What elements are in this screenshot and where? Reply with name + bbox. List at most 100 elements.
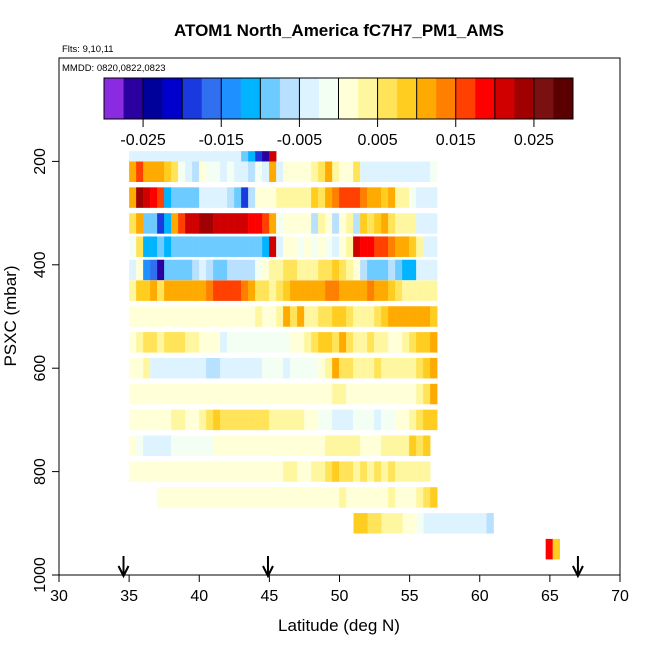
heatmap-cell (423, 487, 431, 508)
heatmap-cell (241, 259, 249, 281)
heatmap-cell (395, 187, 403, 208)
x-tick-label: 70 (611, 588, 629, 605)
heatmap-cell (129, 259, 137, 281)
heatmap-cell (227, 236, 235, 257)
heatmap-cell (220, 487, 228, 508)
x-tick-label: 50 (331, 588, 349, 605)
heatmap-cell (430, 357, 438, 379)
heatmap-cell (248, 383, 256, 405)
heatmap-cell (395, 383, 403, 405)
heatmap-cell (213, 187, 221, 208)
heatmap-cell (290, 306, 298, 327)
heatmap-cell (332, 461, 340, 482)
heatmap-cell (241, 280, 249, 301)
heatmap-cell (374, 435, 382, 456)
heatmap-cell (220, 213, 228, 234)
heatmap-cell (374, 461, 382, 482)
heatmap-cell (276, 383, 284, 405)
y-tick-label: 400 (32, 251, 49, 278)
heatmap-cell (332, 332, 340, 353)
heatmap-cell (157, 213, 165, 234)
heatmap-cell (255, 280, 263, 301)
heatmap-cell (552, 538, 560, 560)
heatmap-cell (346, 280, 354, 301)
heatmap-cell (164, 383, 172, 405)
heatmap-cell (178, 161, 186, 182)
heatmap-cell (283, 357, 291, 379)
heatmap-cell (248, 161, 256, 182)
heatmap-cell (269, 161, 277, 182)
heatmap-cell (164, 461, 172, 482)
heatmap-cell (143, 332, 151, 353)
heatmap-cell (150, 306, 158, 327)
heatmap-cell (213, 151, 221, 172)
heatmap-cell (157, 161, 165, 182)
heatmap-cell (381, 435, 389, 456)
heatmap-cell (283, 161, 291, 182)
y-tick-label: 800 (32, 458, 49, 485)
heatmap-cell (374, 213, 382, 234)
heatmap-cell (192, 461, 200, 482)
heatmap-cell (143, 236, 151, 257)
heatmap-cell (150, 435, 158, 456)
heatmap-cell (332, 306, 340, 327)
heatmap-cell (297, 487, 305, 508)
colorbar-segment (318, 78, 339, 119)
heatmap-cell (430, 332, 438, 353)
heatmap-cell (199, 409, 207, 431)
heatmap-cell (318, 213, 326, 234)
heatmap-cell (409, 306, 417, 327)
heatmap-cell (311, 236, 319, 257)
heatmap-cell (381, 332, 389, 353)
heatmap-cell (311, 306, 319, 327)
heatmap-cell (262, 280, 270, 301)
heatmap-cell (136, 306, 144, 327)
heatmap-cell (339, 461, 347, 482)
heatmap-cell (430, 383, 438, 405)
heatmap-cell (423, 161, 431, 182)
colorbar-tick-label: 0.005 (358, 132, 398, 149)
heatmap-cell (234, 161, 242, 182)
heatmap-cell (353, 280, 361, 301)
heatmap-cell (206, 161, 214, 182)
heatmap-cell (402, 383, 410, 405)
heatmap-cell (171, 236, 179, 257)
heatmap-cell (388, 513, 396, 534)
heatmap-cell (136, 461, 144, 482)
heatmap-cell (395, 487, 403, 508)
heatmap-cell (346, 236, 354, 257)
heatmap-cell (304, 357, 312, 379)
heatmap-cell (150, 259, 158, 281)
heatmap-cell (241, 332, 249, 353)
heatmap-cell (416, 357, 424, 379)
heatmap-cell (332, 487, 340, 508)
heatmap-cell (395, 513, 403, 534)
heatmap-cell (290, 187, 298, 208)
heatmap-cell (178, 151, 186, 172)
heatmap-cell (346, 306, 354, 327)
heatmap-cell (374, 487, 382, 508)
heatmap-cell (178, 409, 186, 431)
flight-markers (117, 556, 584, 579)
heatmap-cell (367, 280, 375, 301)
heatmap-cell (325, 383, 333, 405)
heatmap-cell (213, 259, 221, 281)
heatmap-cell (262, 487, 270, 508)
flight-marker-arrowhead (572, 565, 584, 579)
heatmap-cell (430, 280, 438, 301)
heatmap-cell (269, 151, 277, 172)
heatmap-cell (472, 513, 480, 534)
heatmap-cell (234, 259, 242, 281)
heatmap-cell (409, 280, 417, 301)
heatmap-cell (346, 161, 354, 182)
heatmap-cell (255, 187, 263, 208)
chart-title: ATOM1 North_America fC7H7_PM1_AMS (174, 21, 504, 40)
heatmap-cell (395, 461, 403, 482)
heatmap-cell (381, 513, 389, 534)
heatmap-cell (234, 357, 242, 379)
heatmap-cell (374, 187, 382, 208)
heatmap-cell (269, 280, 277, 301)
heatmap-cell (339, 259, 347, 281)
heatmap-cell (381, 213, 389, 234)
heatmap-cell (199, 161, 207, 182)
